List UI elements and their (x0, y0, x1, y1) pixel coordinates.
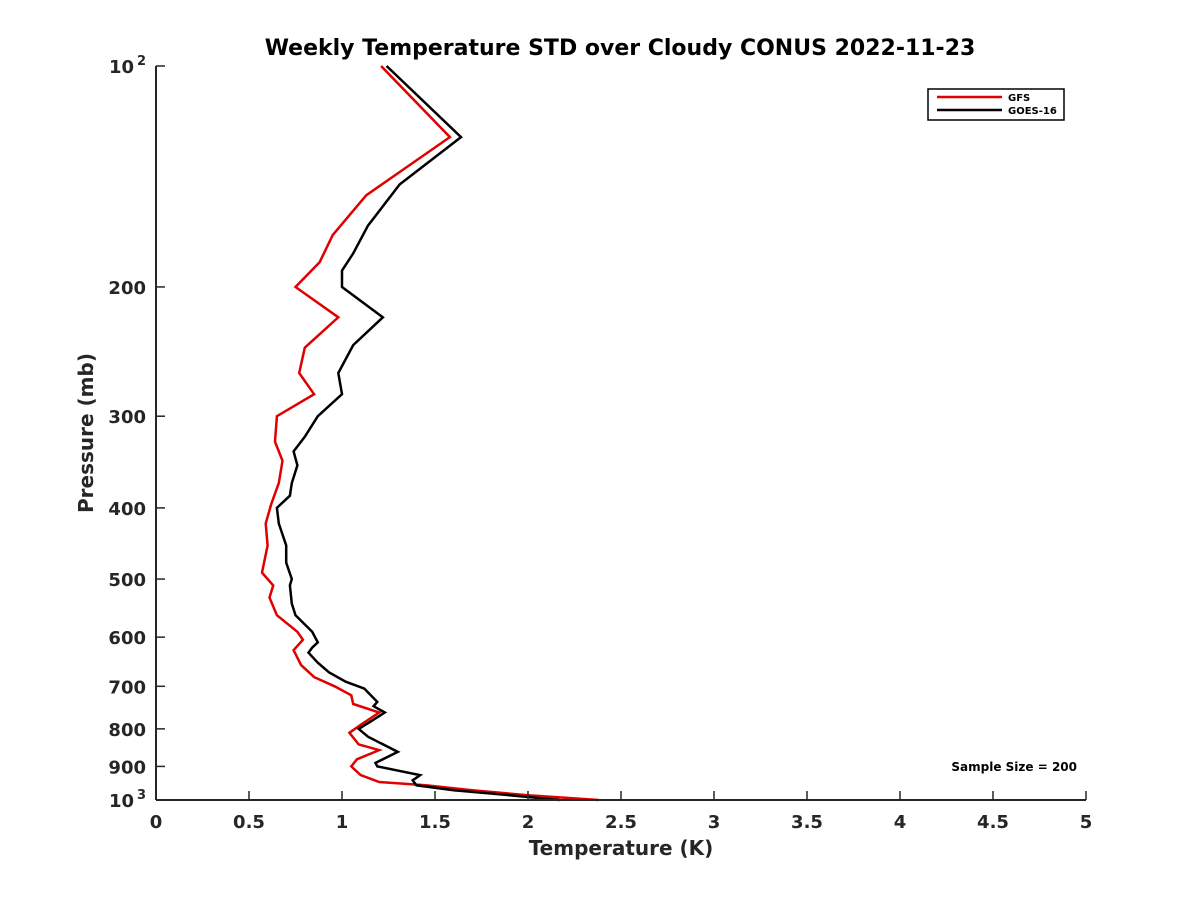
y-tick-label: 300 (108, 407, 146, 428)
x-tick-label: 3 (708, 812, 721, 833)
legend-label-gfs: GFS (1008, 93, 1030, 104)
x-tick-label: 2.5 (605, 812, 637, 833)
x-tick-label: 0 (150, 812, 163, 833)
y-tick-label: 800 (108, 720, 146, 741)
y-tick-label: 10 (109, 791, 134, 812)
y-tick-label: 200 (108, 278, 146, 299)
y-tick-exponent: 2 (137, 54, 146, 69)
y-tick-label: 10 (109, 57, 134, 78)
y-tick-label: 500 (108, 570, 146, 591)
x-tick-label: 1.5 (419, 812, 451, 833)
legend: GFS GOES-16 (927, 88, 1065, 121)
x-axis-label: Temperature (K) (529, 836, 714, 860)
x-tick-label: 0.5 (233, 812, 265, 833)
x-tick-label: 4.5 (977, 812, 1009, 833)
x-tick-label: 1 (336, 812, 349, 833)
legend-box (927, 88, 1065, 121)
x-tick-label: 2 (522, 812, 535, 833)
y-tick-label: 400 (108, 499, 146, 520)
sample-size-annotation: Sample Size = 200 (951, 760, 1077, 774)
y-tick-label: 700 (108, 677, 146, 698)
y-tick-exponent: 3 (137, 788, 146, 803)
series-layer (260, 65, 599, 802)
series-line-goes16 (275, 65, 560, 802)
legend-label-goes16: GOES-16 (1008, 106, 1057, 117)
y-tick-label: 900 (108, 757, 146, 778)
x-tick-label: 4 (894, 812, 907, 833)
x-tick-label: 5 (1080, 812, 1093, 833)
x-tick-label: 3.5 (791, 812, 823, 833)
y-axis-label: Pressure (mb) (74, 353, 98, 513)
x-ticks: 0 0.5 1 1.5 2 2.5 3 3.5 4 4.5 5 (150, 791, 1093, 833)
y-tick-label: 600 (108, 628, 146, 649)
series-line-gfs (260, 65, 599, 802)
chart-title: Weekly Temperature STD over Cloudy CONUS… (265, 36, 976, 61)
